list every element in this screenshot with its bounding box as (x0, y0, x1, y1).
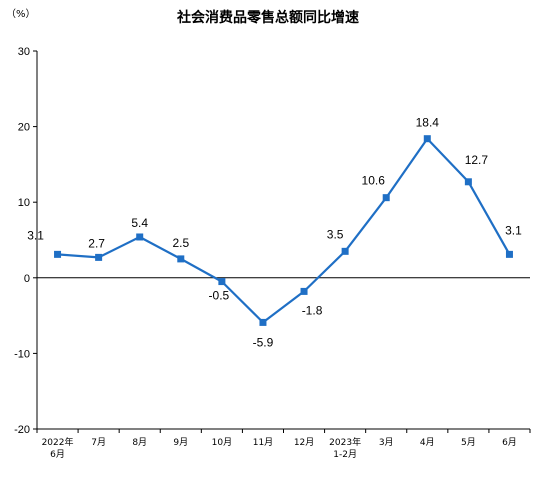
data-label: 3.5 (327, 227, 344, 241)
data-point (177, 255, 185, 263)
data-label: 10.6 (362, 174, 386, 188)
y-tick-label: 10 (18, 197, 30, 209)
x-tick-label: 5月 (461, 437, 476, 448)
chart-title: 社会消费品零售总额同比增速 (176, 9, 359, 26)
data-point (259, 318, 267, 326)
data-label: 3.1 (505, 223, 522, 237)
data-point (218, 278, 226, 286)
x-tick-label: 2023年 1-2月 (329, 436, 361, 460)
data-point (464, 178, 472, 186)
x-tick-label: 2022年 6月 (42, 436, 74, 460)
x-tick-label: 6月 (502, 437, 517, 448)
data-point (136, 233, 144, 241)
x-tick-label: 11月 (253, 437, 273, 448)
x-tick-label: 7月 (91, 437, 106, 448)
data-point (54, 250, 62, 258)
data-point (505, 250, 513, 258)
x-tick-label: 4月 (420, 437, 435, 448)
data-point (341, 247, 349, 255)
data-point (95, 253, 103, 261)
data-label: 3.1 (27, 228, 44, 242)
x-tick-label: 10月 (212, 437, 232, 448)
data-label: -1.8 (302, 303, 323, 317)
data-label: 2.5 (172, 236, 189, 250)
data-point (382, 194, 390, 202)
data-label: -0.5 (209, 289, 230, 303)
data-label: 2.7 (88, 236, 105, 250)
data-label: 12.7 (465, 153, 489, 167)
x-tick-label: 12月 (294, 437, 314, 448)
data-label: 5.4 (131, 216, 148, 230)
y-tick-label: 0 (24, 273, 30, 285)
data-label: -5.9 (253, 335, 274, 349)
x-tick-label: 8月 (132, 437, 147, 448)
data-point (423, 135, 431, 143)
y-tick-label: 20 (18, 122, 30, 134)
y-tick-label: 30 (18, 46, 30, 58)
series-line (57, 137, 511, 324)
data-point (300, 287, 308, 295)
data-label: 18.4 (416, 116, 440, 130)
x-tick-label: 3月 (379, 437, 394, 448)
x-tick-label: 9月 (173, 437, 188, 448)
plot-area: 30 20 10 0 -10 -20 2022年 6月 7月 8月 9月 10月 11月 12月 2023年… (14, 46, 531, 460)
y-axis-unit: （%） (6, 8, 36, 20)
y-tick-label: -20 (14, 424, 30, 436)
y-tick-label: -10 (14, 348, 30, 360)
